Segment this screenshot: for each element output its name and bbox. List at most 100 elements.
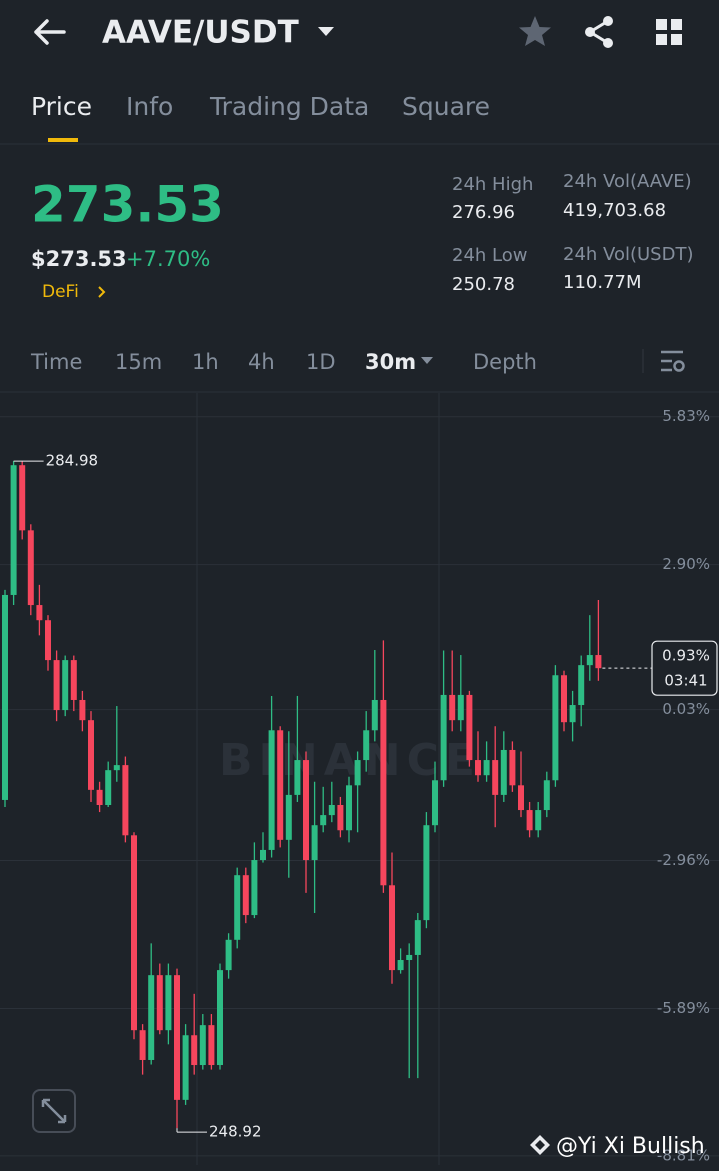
candle-body [174,975,180,1100]
interval[interactable]: 1h [192,350,219,374]
grid-cell [671,34,682,45]
candle-body [371,699,378,731]
usd-price: $273.53 [31,247,127,271]
back-arrow [34,19,66,45]
candle-body [526,810,533,831]
stat-value: 110.77M [563,272,642,293]
grid-menu[interactable] [656,19,682,45]
tab[interactable]: Trading Data [209,92,369,121]
pair-title[interactable]: AAVE/USDT [102,15,299,51]
candle-body [113,765,120,771]
chart-settings[interactable] [661,350,685,372]
candle-body [466,694,473,761]
share-lines [587,19,609,45]
chart-labels: 5.83% 2.90% 0.03% -2.96% -5.89% -8.81% 284.98 2… [13,407,718,1164]
fullscreen-button[interactable] [32,1089,76,1133]
candle-body [148,975,155,1060]
candle-body [346,785,352,831]
candle-body [285,794,292,840]
stat-value: 250.78 [452,274,515,295]
favorite-star[interactable] [519,16,551,46]
candle-body [595,655,602,669]
y-tick-label: -2.96% [657,851,710,869]
credit-logo [530,1135,550,1155]
candle-body [457,694,464,721]
share-button[interactable] [585,16,613,48]
watermark: BINANCE [219,735,481,786]
interval[interactable]: 15m [115,350,162,374]
credit: @Yi Xi Bullish [556,1134,705,1159]
pair-dropdown[interactable] [318,27,334,36]
tag-chevron [98,286,106,298]
candle-body [88,720,94,790]
tab[interactable]: Price [31,92,92,121]
candle-body [303,760,309,861]
y-tick-label: 0.03% [662,700,710,718]
candle-body [139,1030,146,1060]
candle-body [483,760,490,776]
candle-body [36,605,43,621]
candle-body [311,825,318,861]
candle-body [440,694,447,781]
candle-body [475,760,481,776]
candle-body [251,860,258,916]
current-price-box [651,640,718,696]
candle-body [70,660,77,700]
interval[interactable]: Time [30,350,82,374]
candle-body [122,765,129,836]
candle-body [569,705,576,723]
candle-body [294,760,301,795]
candle-body [423,825,430,921]
candle-body [208,1025,215,1066]
candle-body [45,620,51,661]
candle-body [380,699,387,886]
interval[interactable]: 1D [306,350,336,374]
grid-cell [656,34,667,45]
candle-body [96,789,103,806]
fullscreen-icon [41,1098,67,1124]
candle-body [165,975,172,1031]
settings-lines [661,350,683,372]
countdown: 03:41 [664,672,707,690]
interval[interactable]: Depth [473,350,537,374]
candle-body [337,805,344,831]
candle-body [543,780,550,811]
candle-body [131,835,137,1031]
candle-body [500,749,507,795]
y-tick-label: 5.83% [662,407,710,425]
candle-body [268,730,275,850]
price-change: +7.70% [126,247,210,271]
tab[interactable]: Square [402,92,490,121]
y-tick-label: -8.81% [657,1146,710,1164]
y-tick-label: -5.89% [657,999,710,1017]
candle-body [518,785,524,811]
candle-body [105,770,112,806]
high-label: 284.98 [46,452,99,470]
interval[interactable]: 4h [248,350,275,374]
interval-dropdown[interactable] [421,357,433,364]
tab[interactable]: Info [126,92,173,121]
candle-body [449,694,456,721]
y-tick-label: 2.90% [662,555,710,573]
candle-body [432,780,438,826]
candle-body [242,875,249,916]
last-price: 273.53 [31,176,224,234]
low-label: 248.92 [209,1123,262,1141]
candle-body [414,920,421,955]
candle-body [397,960,404,971]
stat-label: 24h Vol(AAVE) [563,171,692,192]
interval-active[interactable]: 30m [365,350,416,374]
candle-body [62,660,69,711]
candles [2,461,602,1129]
settings-gear [673,360,685,372]
back-button[interactable] [34,19,66,45]
candle-body [328,805,335,816]
price-grid [0,416,719,1157]
candle-body [586,655,593,666]
grid-cell [656,19,667,30]
candle-body [53,660,60,711]
category-tag[interactable]: DeFi [42,282,79,302]
candle-body [217,970,223,1066]
